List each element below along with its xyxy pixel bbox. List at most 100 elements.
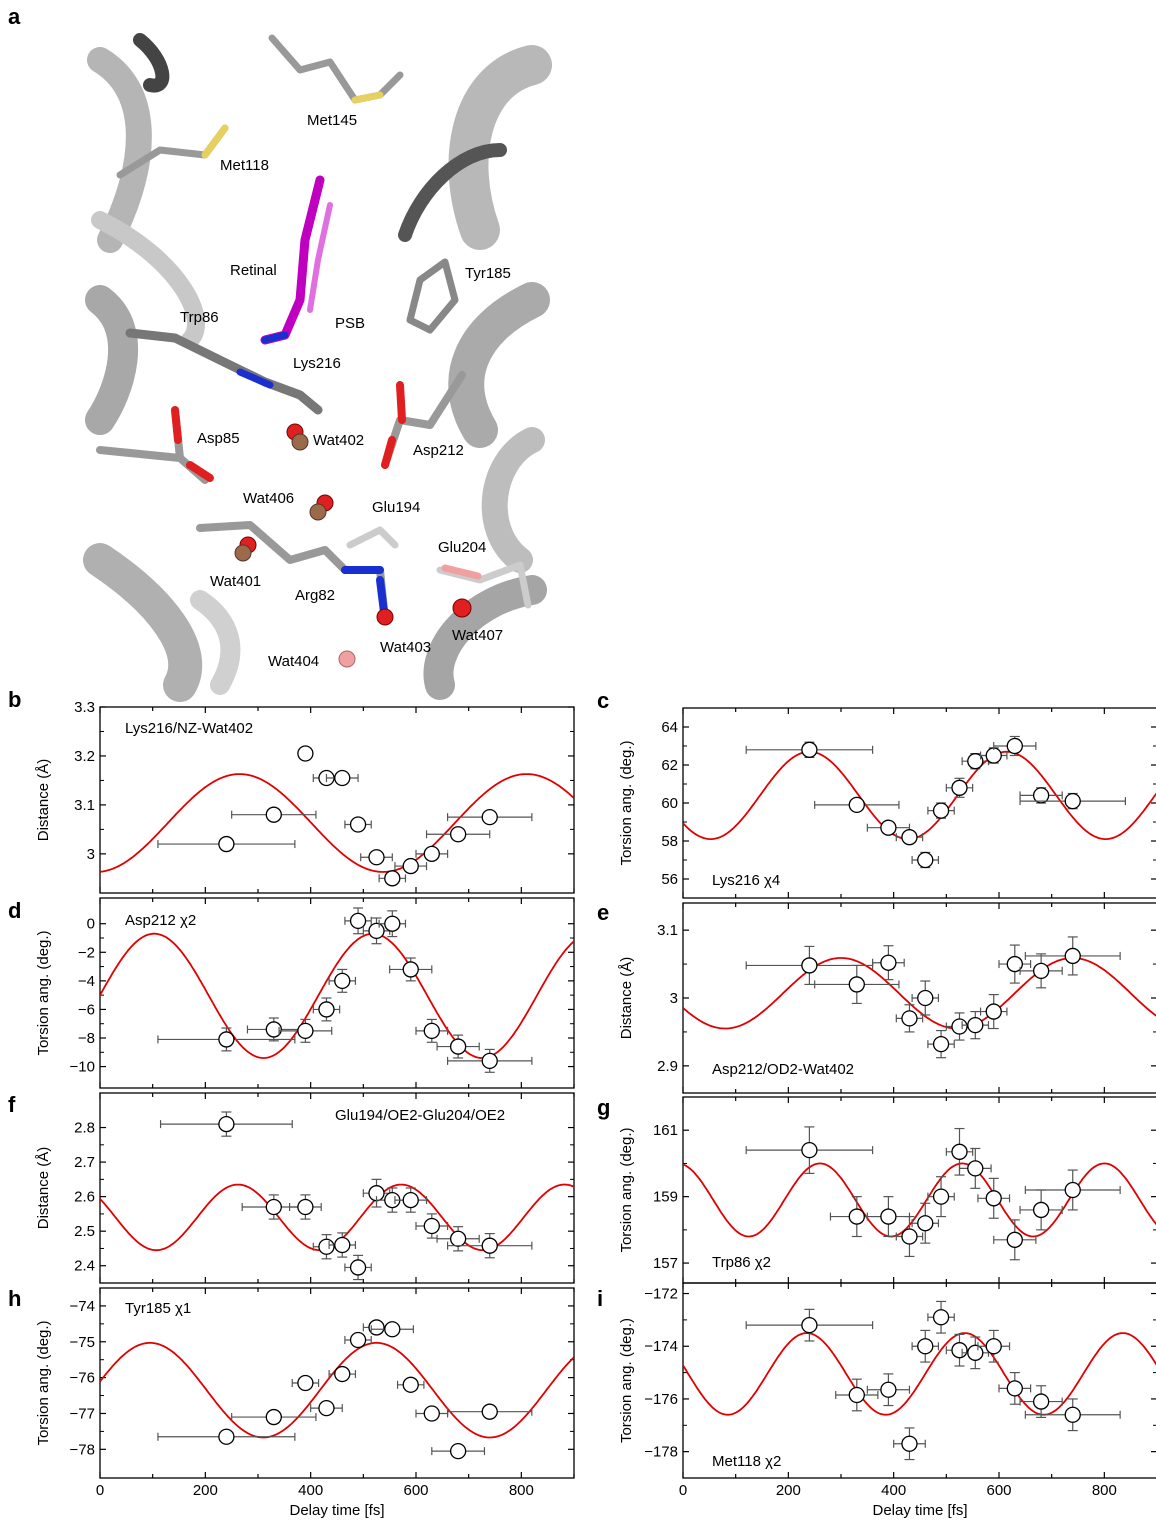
y-axis-label: Torsion ang. (deg.) xyxy=(35,1320,52,1445)
x-axis-label: Delay time [fs] xyxy=(289,1502,384,1519)
y-tick-label: 161 xyxy=(653,1122,678,1139)
panel-label-e: e xyxy=(597,900,609,925)
plot-frame xyxy=(99,1287,575,1479)
data-point xyxy=(265,1021,282,1038)
fit-curve xyxy=(683,1332,1156,1416)
y-axis-label: Torsion ang. (deg.) xyxy=(618,740,635,865)
chart-i: i −172 −174 −176 −178 0 200 400 600 800 Delay time… xyxy=(597,1282,1156,1519)
data-point xyxy=(1064,792,1081,810)
data-point xyxy=(1006,1231,1023,1248)
data-point xyxy=(901,1435,918,1452)
data-point xyxy=(967,753,984,770)
x-axis-label: Delay time [fs] xyxy=(872,1502,967,1519)
y-tick-label: 3 xyxy=(670,990,678,1007)
panel-annotation: Asp212/OD2-Wat402 xyxy=(712,1061,854,1078)
data-point xyxy=(880,819,897,836)
residue-label: Wat402 xyxy=(313,432,364,449)
data-point xyxy=(1032,1201,1050,1219)
data-point xyxy=(368,1319,385,1336)
data-point xyxy=(848,1208,865,1225)
water-molecules xyxy=(234,423,472,668)
data-point xyxy=(932,802,950,819)
y-tick-label: −77 xyxy=(70,1405,95,1422)
data-point xyxy=(985,747,1002,764)
data-point xyxy=(801,957,818,974)
y-tick-label: 60 xyxy=(661,795,678,812)
data-point xyxy=(1032,1393,1050,1410)
residue-label: Met118 xyxy=(220,157,269,174)
residue-label: Tyr185 xyxy=(465,265,511,282)
y-tick-label: 2.8 xyxy=(74,1120,95,1137)
data-point xyxy=(880,1208,897,1225)
panel-annotation: Met118 χ2 xyxy=(712,1453,781,1470)
data-point xyxy=(917,1338,934,1355)
y-tick-label: 2.7 xyxy=(74,1154,95,1171)
data-point xyxy=(481,808,498,826)
residue-label: Arg82 xyxy=(295,587,335,604)
residue-label: Glu204 xyxy=(438,539,486,556)
chart-b: b 3 3.1 3.2 3.3 Distance (Å) Lys216/NZ-Wat402 xyxy=(8,687,575,894)
data-point xyxy=(951,779,968,796)
data-point xyxy=(297,1374,314,1392)
panel-label-h: h xyxy=(8,1286,21,1311)
data-point xyxy=(848,1386,865,1404)
residue-label: Met145 xyxy=(307,112,357,129)
data-point xyxy=(297,1022,314,1040)
residue-label: Wat406 xyxy=(243,490,294,507)
data-point xyxy=(218,1115,235,1133)
data-point xyxy=(917,1215,934,1232)
data-point xyxy=(449,826,467,843)
data-point xyxy=(917,851,934,869)
panel-annotation: Asp212 χ2 xyxy=(125,912,196,929)
data-point xyxy=(349,1331,367,1349)
y-tick-label: 58 xyxy=(661,833,678,850)
x-tick-label: 400 xyxy=(881,1482,906,1499)
y-tick-label: 2.5 xyxy=(74,1223,95,1240)
sticks xyxy=(96,34,532,624)
residue-labels: Met145 Met118 Retinal Tyr185 Trp86 PSB Lys216 A… xyxy=(180,112,511,670)
data-point xyxy=(218,1428,235,1445)
y-tick-label: −76 xyxy=(70,1370,95,1387)
y-tick-label: −75 xyxy=(70,1334,95,1351)
y-tick-label: 0 xyxy=(87,916,95,933)
data-point xyxy=(901,1228,918,1245)
data-point xyxy=(402,1191,419,1209)
y-tick-label: 159 xyxy=(653,1189,678,1206)
y-tick-label: 2.4 xyxy=(74,1258,95,1275)
data-point xyxy=(334,1365,351,1383)
y-tick-label: −8 xyxy=(78,1030,95,1047)
y-axis-label: Distance (Å) xyxy=(35,1147,52,1230)
data-point xyxy=(423,845,440,862)
data-point xyxy=(880,1381,897,1398)
y-axis-label: Torsion ang. (deg.) xyxy=(618,1127,635,1252)
y-tick-label: 56 xyxy=(661,871,678,888)
plot-frame xyxy=(99,706,575,894)
y-tick-label: 3.3 xyxy=(74,699,95,716)
panel-annotation: Glu194/OE2-Glu204/OE2 xyxy=(335,1107,505,1124)
y-tick-label: 157 xyxy=(653,1255,678,1272)
data-point xyxy=(349,1259,367,1276)
residue-label: Trp86 xyxy=(180,309,219,326)
data-point xyxy=(423,1022,440,1040)
data-point xyxy=(1032,787,1050,804)
panel-label-f: f xyxy=(8,1092,16,1117)
data-point xyxy=(985,1190,1002,1207)
data-point xyxy=(967,1016,984,1034)
data-point xyxy=(880,954,897,971)
data-point xyxy=(218,1031,235,1048)
chart-c: c 56 58 60 62 64 Torsion ang. (deg.) Lys216 χ4 xyxy=(597,688,1156,899)
x-tick-label: 600 xyxy=(403,1482,428,1499)
data-point xyxy=(481,1403,498,1420)
residue-label: Wat404 xyxy=(268,653,319,670)
y-tick-label: 3.1 xyxy=(74,797,95,814)
residue-label: Wat403 xyxy=(380,639,431,656)
plot-frame xyxy=(682,1282,1156,1479)
panel-label-d: d xyxy=(8,898,21,923)
residue-label: Retinal xyxy=(230,262,277,279)
data-point xyxy=(423,1217,440,1235)
y-axis-label: Torsion ang. (deg.) xyxy=(618,1318,635,1443)
data-point xyxy=(218,835,235,853)
data-point xyxy=(449,1038,467,1055)
data-point xyxy=(384,915,401,932)
residue-label: Asp85 xyxy=(197,430,240,447)
